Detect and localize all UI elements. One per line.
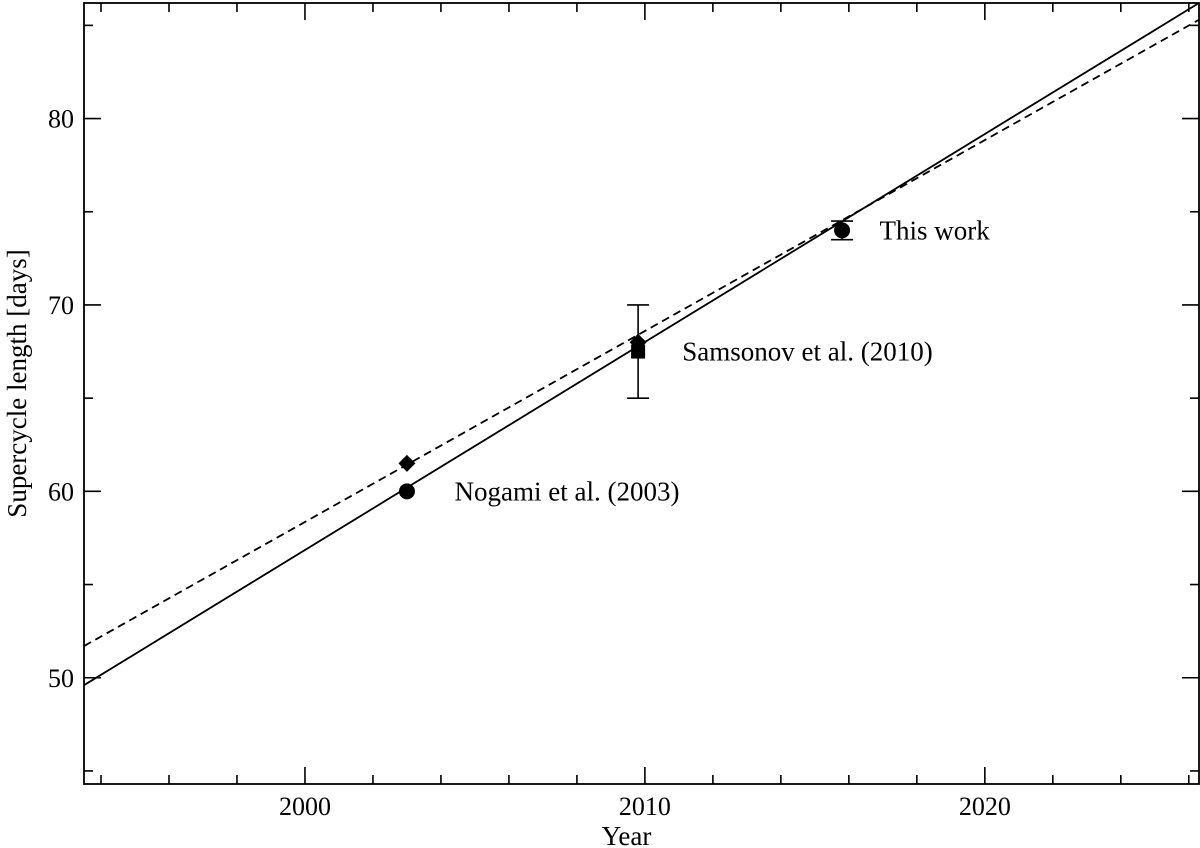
x-tick-label: 2020 [959, 792, 1011, 821]
labels: 2000 2010 2020 50 60 70 80 Year Supercycle lengt… [2, 105, 1011, 848]
data-points [398, 220, 854, 500]
diamond-marker [398, 454, 416, 472]
y-tick-label: 80 [48, 105, 74, 134]
annotation-label: Nogami et al. (2003) [455, 476, 680, 506]
axes [83, 2, 1200, 785]
square-marker [631, 344, 646, 359]
annotation-label: Samsonov et al. (2010) [682, 337, 932, 367]
plot-frame [83, 2, 1200, 785]
y-axis-title: Supercycle length [days] [2, 249, 32, 517]
annotation-label: This work [879, 215, 990, 245]
circle-marker [834, 222, 851, 239]
x-axis-title: Year [602, 821, 652, 848]
y-tick-label: 60 [48, 477, 74, 506]
dashed-fit-line [84, 18, 1199, 647]
x-tick-label: 2010 [619, 792, 671, 821]
x-tick-label: 2000 [279, 792, 331, 821]
circle-marker [398, 483, 415, 500]
y-tick-label: 70 [48, 291, 74, 320]
y-tick-label: 50 [48, 664, 74, 693]
